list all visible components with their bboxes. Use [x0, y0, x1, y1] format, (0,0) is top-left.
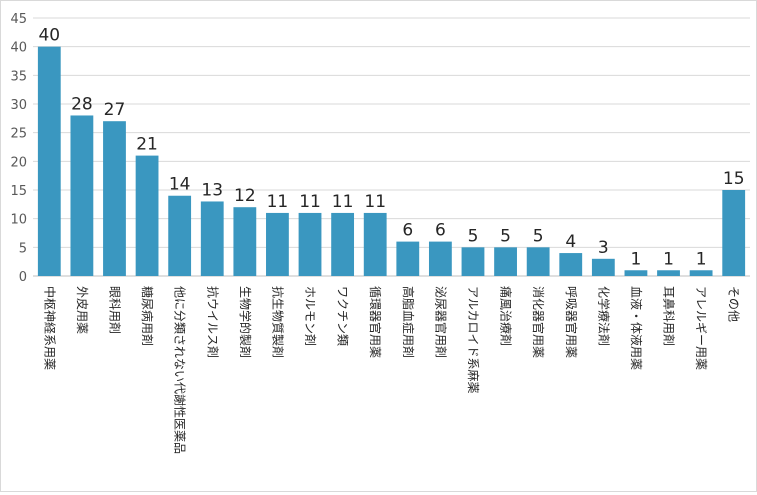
data-label: 4	[565, 232, 576, 252]
category-label: 外皮用薬	[75, 286, 89, 334]
data-label: 14	[169, 175, 191, 195]
bar	[363, 212, 387, 276]
y-axis: 0 5 10 15 20 25 30 35 40 45	[10, 12, 27, 285]
category-label: 血液・体液用薬	[629, 286, 644, 370]
category-label: 生物学的製剤	[238, 286, 253, 358]
bar	[657, 270, 680, 276]
category-label: ホルモン剤	[303, 286, 318, 346]
data-label: 5	[533, 226, 544, 246]
data-label: 21	[136, 135, 158, 155]
category-label: 高脂血症用剤	[401, 286, 416, 358]
category-label: 耳鼻科用剤	[662, 286, 677, 346]
bar	[168, 195, 192, 276]
bar	[396, 241, 420, 276]
bar	[624, 270, 648, 276]
category-label: 抗生物質製剤	[270, 286, 285, 358]
bar	[266, 212, 289, 276]
data-label: 12	[234, 186, 256, 206]
data-label: 28	[71, 94, 93, 114]
category-label: 循環器官用薬	[368, 286, 383, 358]
y-tick-label: 10	[10, 213, 27, 228]
data-label: 3	[598, 238, 609, 258]
y-tick-label: 45	[10, 12, 27, 27]
data-label: 15	[723, 169, 745, 189]
bar	[591, 258, 615, 276]
data-label: 1	[696, 249, 707, 269]
category-label: ワクチン類	[336, 286, 350, 346]
y-tick-label: 40	[10, 41, 27, 56]
bar	[135, 155, 159, 276]
bar	[70, 115, 94, 276]
y-tick-label: 30	[10, 98, 27, 113]
data-label: 11	[364, 192, 386, 212]
y-tick-label: 20	[10, 155, 27, 170]
bar	[233, 207, 257, 276]
bars	[37, 46, 746, 276]
bar	[494, 247, 517, 276]
category-label: アルカロイド系麻薬	[466, 286, 481, 394]
data-label: 6	[402, 221, 413, 241]
bar	[298, 212, 322, 276]
x-axis-categories: 中枢神経系用薬 外皮用薬 眼科用剤 糖尿病用剤 他に分類されない代謝性医薬品 抗ウイルス剤…	[42, 286, 740, 454]
category-label: 泌尿器官用剤	[433, 286, 448, 358]
data-label: 11	[299, 192, 321, 212]
data-label: 27	[104, 100, 126, 120]
y-tick-label: 35	[10, 69, 27, 84]
data-label: 6	[435, 221, 446, 241]
category-label: 他に分類されない代謝性医薬品	[173, 286, 188, 454]
category-label: 化学療法剤	[596, 286, 611, 346]
category-label: 呼吸器官用薬	[564, 286, 579, 358]
bar	[428, 241, 452, 276]
category-label: 消化器官用薬	[531, 286, 546, 358]
y-tick-label: 15	[10, 184, 27, 199]
category-label: 抗ウイルス剤	[205, 286, 220, 358]
data-label: 1	[631, 249, 642, 269]
data-label: 13	[201, 180, 223, 200]
category-label: その他	[727, 286, 741, 322]
bar	[689, 270, 713, 276]
bar	[526, 247, 550, 276]
category-label: 中枢神経系用薬	[42, 286, 57, 370]
bar	[103, 121, 126, 276]
category-label: 痛風治療剤	[499, 286, 514, 346]
data-label: 1	[663, 249, 674, 269]
y-tick-label: 0	[19, 270, 27, 285]
bar	[331, 212, 355, 276]
data-label: 5	[500, 226, 511, 246]
data-label: 11	[332, 192, 354, 212]
data-label: 40	[38, 26, 60, 46]
category-label: 糖尿病用剤	[140, 286, 155, 346]
category-label: 眼科用剤	[107, 286, 122, 334]
data-label: 5	[468, 226, 479, 246]
bar	[200, 201, 224, 276]
y-tick-label: 25	[10, 127, 27, 142]
bar	[559, 253, 583, 276]
data-label: 11	[267, 192, 289, 212]
bar	[37, 46, 61, 276]
bar	[722, 190, 746, 276]
category-label: アレルギー用薬	[694, 286, 708, 370]
y-tick-label: 5	[19, 241, 27, 256]
bar	[461, 247, 485, 276]
